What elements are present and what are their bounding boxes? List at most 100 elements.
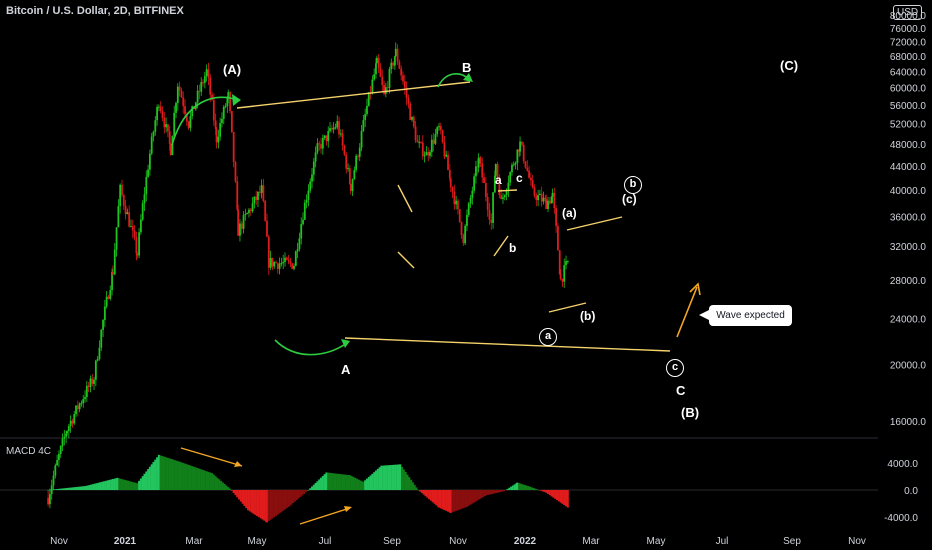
macd-bar: [321, 475, 324, 490]
candle-body: [117, 206, 120, 228]
candle-body: [347, 168, 349, 170]
candle-body: [56, 460, 59, 466]
candle-body: [282, 261, 285, 264]
macd-bar: [211, 473, 214, 490]
candle-body: [131, 226, 134, 231]
candle-body: [371, 79, 374, 93]
candle-body: [484, 182, 487, 197]
candle-body: [85, 385, 88, 398]
macd-bar: [364, 480, 367, 490]
candle-body: [400, 68, 403, 76]
candle-body: [105, 296, 108, 307]
macd-bar: [134, 482, 137, 490]
y-tick-label: 36000.0: [890, 212, 927, 223]
wave-label-A-paren: (A): [223, 62, 242, 77]
macd-bar: [263, 490, 266, 521]
macd-bar: [57, 488, 60, 490]
macd-bar: [196, 468, 199, 490]
candle-body: [325, 135, 328, 142]
candle-body: [418, 141, 421, 143]
macd-bar: [95, 483, 98, 490]
macd-bar: [218, 479, 221, 490]
macd-bar: [159, 455, 162, 490]
candle-body: [198, 90, 201, 92]
candle-body: [157, 106, 160, 108]
macd-bar: [304, 490, 307, 493]
candle-body: [93, 379, 95, 384]
candle-body: [475, 166, 477, 177]
candle-body: [565, 261, 567, 266]
macd-bar: [511, 485, 514, 490]
candle-body: [403, 81, 406, 88]
macd-bar: [504, 490, 507, 491]
macd-bar: [168, 458, 171, 490]
candle-body: [529, 177, 532, 181]
macd-bar: [125, 480, 128, 490]
macd-bar: [290, 490, 293, 505]
macd-bar: [59, 488, 62, 490]
candle-body: [492, 192, 494, 223]
macd-bar: [174, 460, 177, 490]
currency-badge[interactable]: USD: [893, 5, 923, 20]
wave-label-C: C: [676, 383, 686, 398]
macd-bar: [357, 479, 360, 490]
macd-bar: [92, 484, 95, 490]
candle-body: [366, 105, 368, 115]
candle-body: [349, 183, 352, 192]
macd-bar: [88, 485, 91, 490]
macd-bar: [453, 490, 456, 512]
candle-body: [82, 399, 85, 404]
candle-body: [124, 205, 127, 215]
candle-body: [547, 200, 549, 209]
candle-body: [490, 219, 493, 223]
macd-bar: [557, 490, 560, 502]
macd-bar: [369, 475, 372, 490]
macd-bar: [501, 490, 504, 492]
macd-bar: [187, 464, 190, 490]
macd-bar: [271, 490, 274, 519]
macd-bar: [449, 490, 452, 513]
candle-body: [449, 178, 452, 188]
candle-body: [239, 223, 241, 236]
circled-label-a: a: [539, 328, 557, 346]
candle-body: [407, 97, 410, 104]
candle-body: [176, 86, 179, 103]
macd-bar: [227, 487, 230, 490]
candle-body: [76, 405, 79, 410]
channel-2: [397, 251, 415, 269]
macd-bar: [417, 490, 420, 491]
candle-body: [133, 230, 136, 238]
macd-bar: [408, 477, 411, 490]
candle-body: [49, 494, 51, 505]
macd-bar: [530, 487, 533, 490]
candle-body: [87, 385, 90, 387]
candle-body: [393, 56, 396, 66]
macd-y-tick-label: 4000.0: [887, 459, 918, 470]
candle-body: [425, 151, 428, 156]
macd-bar: [293, 490, 296, 502]
candle-body: [119, 184, 122, 207]
candle-body: [544, 197, 547, 199]
macd-bar: [127, 480, 130, 490]
macd-bar: [314, 482, 317, 490]
wave-label-B: B: [462, 60, 472, 75]
macd-bar: [256, 490, 259, 517]
candle-body: [341, 133, 344, 146]
candle-body: [230, 111, 233, 133]
macd-bar: [216, 477, 219, 490]
circled-label-c: c: [666, 359, 684, 377]
macd-bar: [150, 464, 153, 490]
candle-body: [214, 120, 217, 129]
candle-body: [78, 403, 81, 410]
macd-bar: [428, 490, 431, 500]
macd-bar: [236, 490, 239, 498]
circled-a-wrap: a: [539, 327, 557, 346]
indicator-label[interactable]: MACD 4C: [6, 446, 52, 457]
macd-bar: [241, 490, 244, 504]
macd-bar: [502, 490, 505, 492]
candle-body: [345, 154, 348, 169]
macd-bar: [422, 490, 425, 495]
candle-body: [373, 74, 376, 80]
candle-body: [473, 176, 476, 191]
